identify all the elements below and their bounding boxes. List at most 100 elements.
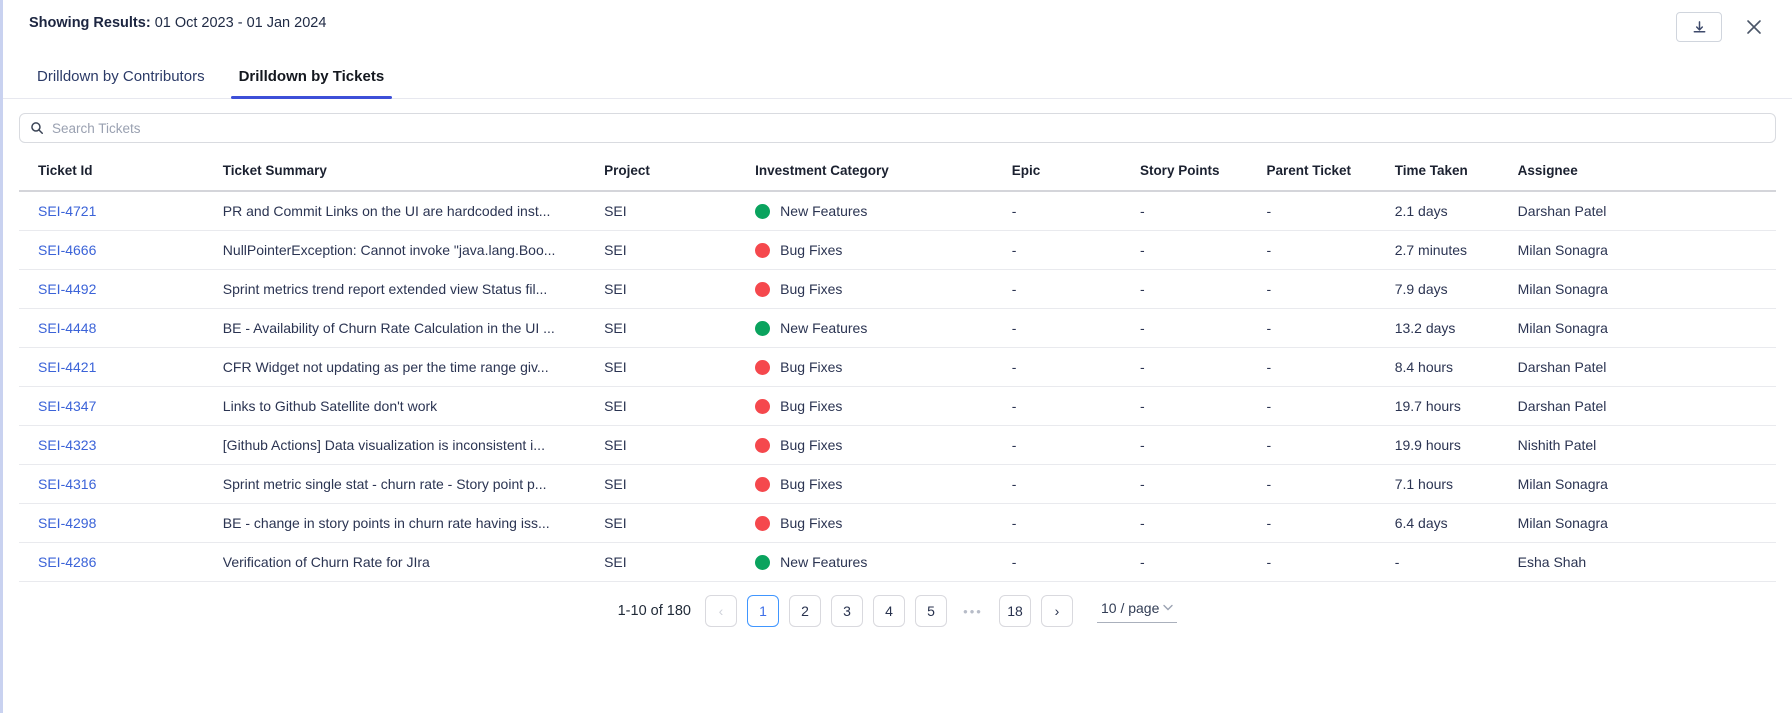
search-box <box>19 113 1776 143</box>
epic-cell: - <box>1011 281 1017 297</box>
story-points-cell: - <box>1139 281 1145 297</box>
assignee-cell: Esha Shah <box>1517 554 1587 570</box>
ticket-summary-cell: PR and Commit Links on the UI are hardco… <box>222 203 551 219</box>
close-button[interactable] <box>1740 13 1768 41</box>
epic-cell: - <box>1011 203 1017 219</box>
tab-bar: Drilldown by Contributors Drilldown by T… <box>3 60 1792 99</box>
next-page-button[interactable]: › <box>1040 595 1073 627</box>
table-row: SEI-4347 Links to Github Satellite don't … <box>19 387 1776 426</box>
ticket-id-link[interactable]: SEI-4286 <box>38 554 97 570</box>
assignee-cell: Milan Sonagra <box>1517 242 1608 258</box>
category-label: New Features <box>780 554 868 570</box>
page-button-2[interactable]: 2 <box>788 595 821 627</box>
ticket-id-cell: SEI-4316 <box>19 465 223 504</box>
pagination-ellipsis[interactable]: ••• <box>963 603 983 619</box>
time-taken-cell: 8.4 hours <box>1394 359 1454 375</box>
category-dot <box>755 398 771 414</box>
ticket-id-link[interactable]: SEI-4492 <box>38 281 97 297</box>
page-button-3[interactable]: 3 <box>830 595 863 627</box>
assignee-cell: Darshan Patel <box>1517 203 1607 219</box>
category-dot <box>755 242 771 258</box>
project-cell: SEI <box>604 554 627 570</box>
investment-category-cell: Bug Fixes <box>755 270 1012 309</box>
story-points-cell: - <box>1139 515 1145 531</box>
assignee-cell: Darshan Patel <box>1517 359 1607 375</box>
parent-ticket-cell: - <box>1266 398 1272 414</box>
category: Bug Fixes <box>755 348 1004 386</box>
investment-category-cell: Bug Fixes <box>755 231 1012 270</box>
story-points-cell: - <box>1139 320 1145 336</box>
ticket-id-link[interactable]: SEI-4448 <box>38 320 97 336</box>
table-row: SEI-4323 [Github Actions] Data visualizat… <box>19 426 1776 465</box>
column-header-epic: Epic <box>1011 163 1041 178</box>
ticket-id-link[interactable]: SEI-4421 <box>38 359 97 375</box>
parent-ticket-cell: - <box>1266 242 1272 258</box>
ticket-id-cell: SEI-4286 <box>19 543 223 582</box>
ticket-id-link[interactable]: SEI-4323 <box>38 437 97 453</box>
story-points-cell: - <box>1139 398 1145 414</box>
page-size-select[interactable]: 10 / page <box>1096 599 1178 623</box>
search-icon <box>30 121 44 135</box>
column-header-parent-ticket: Parent Ticket <box>1266 163 1351 178</box>
category-dot <box>755 476 771 492</box>
time-taken-cell: 7.9 days <box>1394 281 1448 297</box>
search-input[interactable] <box>52 120 1765 136</box>
assignee-cell: Milan Sonagra <box>1517 515 1608 531</box>
tickets-table-wrap: Ticket Id Ticket Summary Project Investment… <box>19 149 1776 582</box>
project-cell: SEI <box>604 398 627 414</box>
ticket-id-link[interactable]: SEI-4721 <box>38 203 97 219</box>
ticket-id-link[interactable]: SEI-4347 <box>38 398 97 414</box>
date-range: 01 Oct 2023 - 01 Jan 2024 <box>154 15 327 31</box>
epic-cell: - <box>1011 437 1017 453</box>
ticket-summary-cell: BE - change in story points in churn rat… <box>222 515 550 531</box>
page-button-1[interactable]: 1 <box>746 595 779 627</box>
ticket-id-link[interactable]: SEI-4298 <box>38 515 97 531</box>
ticket-summary-cell: [Github Actions] Data visualization is i… <box>222 437 545 453</box>
tab-drilldown-by-contributors[interactable]: Drilldown by Contributors <box>37 68 205 85</box>
epic-cell: - <box>1011 242 1017 258</box>
page-size-label: 10 / page <box>1100 599 1160 616</box>
page-button-5[interactable]: 5 <box>914 595 947 627</box>
parent-ticket-cell: - <box>1266 359 1272 375</box>
time-taken-cell: 19.7 hours <box>1394 398 1461 414</box>
ticket-summary-cell: BE - Availability of Churn Rate Calculat… <box>222 320 555 336</box>
table-row: SEI-4421 CFR Widget not updating as per t… <box>19 348 1776 387</box>
parent-ticket-cell: - <box>1266 437 1272 453</box>
ticket-id-link[interactable]: SEI-4666 <box>38 242 97 258</box>
assignee-cell: Darshan Patel <box>1517 398 1607 414</box>
investment-category-cell: Bug Fixes <box>755 465 1012 504</box>
assignee-cell: Nishith Patel <box>1517 437 1597 453</box>
project-cell: SEI <box>604 359 627 375</box>
download-button[interactable] <box>1676 12 1722 42</box>
epic-cell: - <box>1011 320 1017 336</box>
investment-category-cell: Bug Fixes <box>755 387 1012 426</box>
category-label: Bug Fixes <box>780 437 843 453</box>
ticket-id-cell: SEI-4721 <box>19 191 223 231</box>
category: New Features <box>755 192 1004 230</box>
table-row: SEI-4721 PR and Commit Links on the UI ar… <box>19 191 1776 231</box>
ticket-summary-cell: Sprint metric single stat - churn rate -… <box>222 476 547 492</box>
previous-page-button[interactable]: ‹ <box>704 595 737 627</box>
ticket-id-link[interactable]: SEI-4316 <box>38 476 97 492</box>
story-points-cell: - <box>1139 554 1145 570</box>
time-taken-cell: 6.4 days <box>1394 515 1448 531</box>
assignee-cell: Milan Sonagra <box>1517 476 1608 492</box>
pagination: 1-10 of 180 ‹ 1 2 3 4 5 ••• 18 › 10 / page <box>3 595 1792 627</box>
table-row: SEI-4286 Verification of Churn Rate for J… <box>19 543 1776 582</box>
ticket-summary-cell: NullPointerException: Cannot invoke "jav… <box>222 242 556 258</box>
table-row: SEI-4666 NullPointerException: Cannot inv… <box>19 231 1776 270</box>
investment-category-cell: Bug Fixes <box>755 426 1012 465</box>
top-actions <box>1676 12 1768 42</box>
page-button-18[interactable]: 18 <box>998 595 1031 627</box>
ticket-id-cell: SEI-4421 <box>19 348 223 387</box>
top-bar: Showing Results: 01 Oct 2023 - 01 Jan 20… <box>3 0 1792 48</box>
ticket-summary-cell: CFR Widget not updating as per the time … <box>222 359 549 375</box>
assignee-cell: Milan Sonagra <box>1517 281 1608 297</box>
page-button-4[interactable]: 4 <box>872 595 905 627</box>
table-row: SEI-4492 Sprint metrics trend report exte… <box>19 270 1776 309</box>
epic-cell: - <box>1011 554 1017 570</box>
project-cell: SEI <box>604 281 627 297</box>
tab-drilldown-by-tickets[interactable]: Drilldown by Tickets <box>230 60 393 99</box>
investment-category-cell: New Features <box>755 543 1012 582</box>
